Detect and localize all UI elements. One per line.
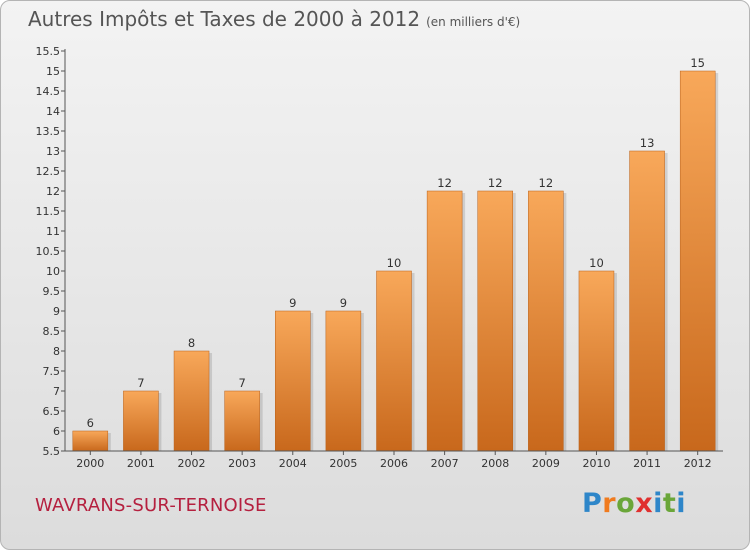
logo-letter: i <box>676 488 687 519</box>
y-tick-label: 13 <box>46 145 60 158</box>
value-label-2004: 9 <box>289 296 296 310</box>
value-label-2012: 15 <box>690 56 705 70</box>
value-label-2005: 9 <box>340 296 347 310</box>
bar-2005 <box>325 310 362 452</box>
chart-unit: (en milliers d'€) <box>426 15 521 29</box>
x-tick-label-2001: 2001 <box>127 457 155 470</box>
y-tick-label: 14 <box>46 105 60 118</box>
logo-letter: P <box>582 488 603 519</box>
y-tick-label: 5.5 <box>43 445 61 458</box>
x-tick-label-2011: 2011 <box>633 457 661 470</box>
value-label-2003: 7 <box>238 376 245 390</box>
y-tick-label: 12 <box>46 185 60 198</box>
x-tick-label-2002: 2002 <box>178 457 206 470</box>
y-tick-label: 11 <box>46 225 60 238</box>
x-tick-label-2003: 2003 <box>228 457 256 470</box>
y-tick-label: 10.5 <box>36 245 61 258</box>
bar-2010 <box>578 270 615 452</box>
value-label-2009: 12 <box>539 176 554 190</box>
value-label-2008: 12 <box>488 176 503 190</box>
commune-name: WAVRANS-SUR-TERNOISE <box>35 495 267 516</box>
x-tick-label-2010: 2010 <box>582 457 610 470</box>
logo-letter: i <box>653 488 663 519</box>
x-tick-label-2004: 2004 <box>279 457 307 470</box>
value-label-2001: 7 <box>137 376 144 390</box>
bar-2006 <box>376 270 412 452</box>
y-tick-label: 7 <box>53 385 60 398</box>
x-tick-label-2008: 2008 <box>481 457 509 470</box>
proxiti-logo: Proxiti <box>582 488 686 519</box>
y-tick-label: 9 <box>53 305 60 318</box>
x-tick-label-2012: 2012 <box>684 457 712 470</box>
y-tick-label: 9.5 <box>43 285 61 298</box>
bar-2000 <box>72 430 109 452</box>
value-label-2006: 10 <box>387 256 402 270</box>
y-tick-label: 6.5 <box>43 405 61 418</box>
y-tick-label: 13.5 <box>36 125 61 138</box>
chart-title: Autres Impôts et Taxes de 2000 à 2012 (en… <box>28 7 520 31</box>
y-tick-label: 12.5 <box>36 165 61 178</box>
value-label-2000: 6 <box>87 416 94 430</box>
y-tick-label: 15.5 <box>36 45 61 58</box>
y-tick-label: 15 <box>46 65 60 78</box>
y-tick-label: 14.5 <box>36 85 61 98</box>
y-tick-label: 10 <box>46 265 60 278</box>
bar-2004 <box>275 310 311 452</box>
bar-2012 <box>679 70 716 452</box>
bar-2001 <box>123 390 159 452</box>
x-tick-label-2000: 2000 <box>76 457 104 470</box>
bar-2007 <box>426 190 463 452</box>
y-tick-label: 8 <box>53 345 60 358</box>
x-tick-label-2006: 2006 <box>380 457 408 470</box>
bar-2003 <box>224 390 260 452</box>
logo-letter: x <box>635 488 654 519</box>
logo-letter: t <box>662 488 677 519</box>
x-tick-label-2009: 2009 <box>532 457 560 470</box>
value-label-2010: 10 <box>589 256 604 270</box>
bar-2008 <box>477 190 513 452</box>
x-tick-label-2007: 2007 <box>431 457 459 470</box>
y-tick-label: 11.5 <box>36 205 61 218</box>
value-label-2007: 12 <box>437 176 452 190</box>
y-tick-label: 7.5 <box>43 365 61 378</box>
x-tick-label-2005: 2005 <box>329 457 357 470</box>
bar-2011 <box>629 150 665 452</box>
value-label-2002: 8 <box>188 336 195 350</box>
logo-letter: r <box>602 488 617 519</box>
bar-2002 <box>173 350 210 452</box>
chart-title-text: Autres Impôts et Taxes de 2000 à 2012 <box>28 7 421 31</box>
bar-2009 <box>528 190 564 452</box>
y-tick-label: 6 <box>53 425 60 438</box>
logo-letter: o <box>616 488 636 519</box>
value-label-2011: 13 <box>640 136 655 150</box>
y-tick-label: 8.5 <box>43 325 61 338</box>
